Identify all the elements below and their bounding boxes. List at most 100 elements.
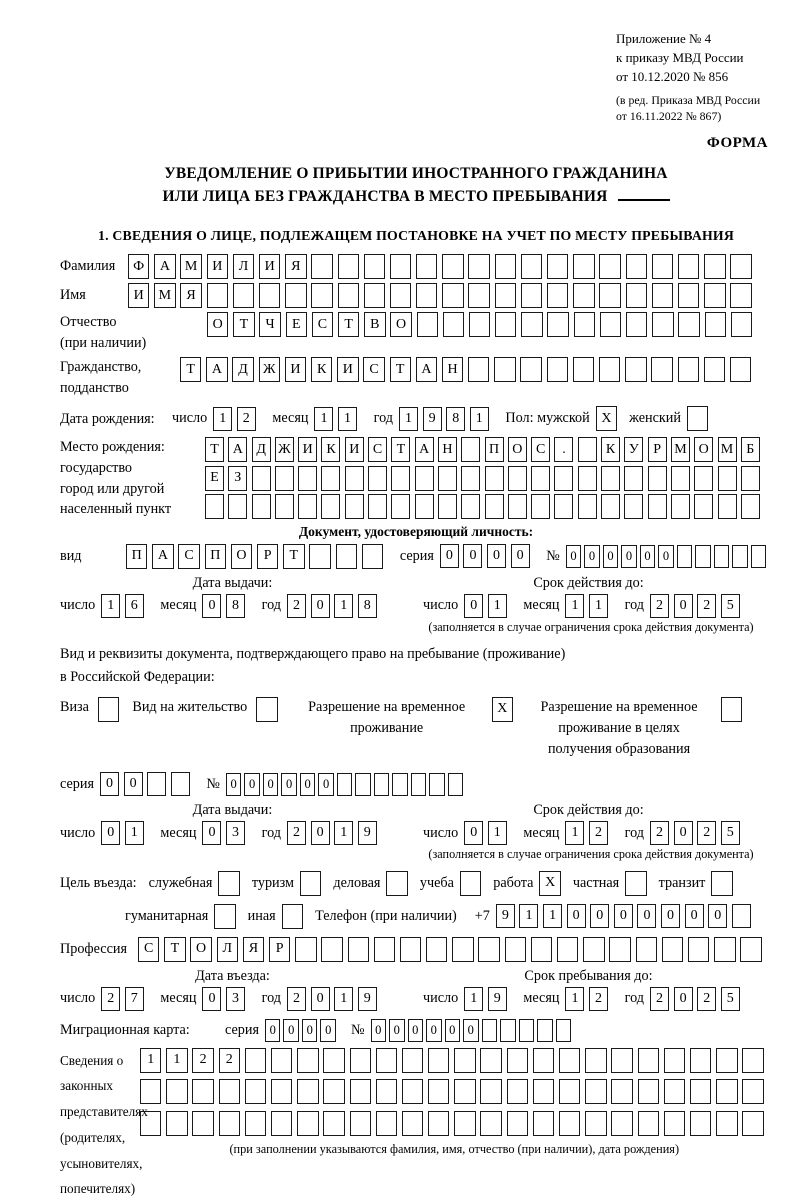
cell[interactable] [572, 357, 595, 383]
cell[interactable]: 0 [202, 821, 222, 846]
cell[interactable]: И [284, 357, 307, 383]
cell[interactable] [298, 494, 318, 520]
cell[interactable] [442, 254, 464, 280]
cell[interactable] [166, 1079, 188, 1105]
cell[interactable]: И [344, 437, 364, 463]
cell[interactable]: 1 [213, 406, 233, 431]
cell[interactable] [281, 903, 304, 929]
cell[interactable] [730, 283, 752, 309]
cell[interactable] [507, 494, 527, 520]
cell[interactable]: 1 [589, 593, 609, 618]
cell[interactable]: 0 [244, 772, 260, 796]
cell[interactable]: 0 [613, 904, 633, 929]
cell[interactable]: 0 [426, 1018, 442, 1042]
cell[interactable]: 1 [487, 821, 507, 846]
cell[interactable] [336, 772, 353, 796]
cell[interactable]: 1 [334, 821, 354, 846]
cell[interactable] [375, 1047, 398, 1073]
cell[interactable] [559, 1047, 581, 1073]
cell[interactable]: 1 [399, 406, 418, 431]
cell[interactable] [532, 1079, 555, 1105]
cell[interactable] [442, 312, 465, 338]
cell[interactable] [531, 465, 551, 491]
cell[interactable] [742, 1047, 764, 1073]
cell[interactable] [192, 1110, 214, 1136]
cell[interactable]: О [190, 936, 212, 962]
cell[interactable] [506, 1079, 529, 1105]
cell[interactable]: 1 [519, 904, 539, 929]
cell[interactable]: 9 [487, 986, 507, 1011]
cell[interactable]: А [154, 254, 176, 280]
cell[interactable] [713, 544, 730, 568]
cell[interactable] [416, 312, 438, 338]
cell[interactable]: 1 [543, 904, 563, 929]
cell[interactable] [625, 254, 647, 280]
cell[interactable]: 0 [407, 1018, 424, 1042]
cell[interactable]: З [228, 465, 248, 491]
cell[interactable] [740, 936, 762, 962]
cell[interactable] [663, 1110, 686, 1136]
cell[interactable]: И [258, 254, 281, 280]
cell[interactable]: О [207, 312, 229, 338]
cell[interactable]: Я [242, 936, 265, 962]
cell[interactable]: 0 [202, 593, 222, 618]
cell[interactable] [573, 312, 596, 338]
cell[interactable] [218, 1079, 240, 1105]
cell[interactable]: 9 [357, 986, 377, 1011]
cell[interactable] [452, 936, 474, 962]
cell[interactable] [335, 543, 357, 569]
cell[interactable] [437, 494, 457, 520]
cell[interactable]: 2 [697, 986, 717, 1011]
cell[interactable]: 0 [464, 821, 484, 846]
cell[interactable] [399, 936, 422, 962]
cell[interactable]: 0 [310, 821, 330, 846]
cell[interactable] [349, 1047, 371, 1073]
cell[interactable]: 1 [166, 1047, 188, 1073]
cell[interactable] [428, 1110, 450, 1136]
cell[interactable] [676, 544, 693, 568]
cell[interactable]: К [321, 437, 341, 463]
cell[interactable] [530, 936, 553, 962]
cell[interactable] [274, 465, 294, 491]
cell[interactable]: С [178, 543, 200, 569]
cell[interactable]: 0 [318, 772, 334, 796]
cell[interactable] [547, 254, 569, 280]
cell[interactable] [729, 357, 752, 383]
cell[interactable]: 2 [589, 821, 609, 846]
cell[interactable] [506, 1047, 529, 1073]
cell[interactable] [468, 312, 491, 338]
cell[interactable]: 2 [650, 821, 669, 846]
cell[interactable] [637, 1079, 659, 1105]
cell[interactable] [599, 312, 622, 338]
cell[interactable]: П [484, 437, 504, 463]
cell[interactable] [521, 312, 543, 338]
cell[interactable]: 0 [621, 544, 637, 568]
cell[interactable] [663, 1079, 686, 1105]
cell[interactable] [337, 283, 359, 309]
cell[interactable] [494, 357, 516, 383]
cell[interactable]: К [601, 437, 621, 463]
cell[interactable] [454, 1047, 476, 1073]
cell[interactable]: М [154, 283, 176, 309]
cell[interactable]: 9 [422, 406, 442, 431]
cell[interactable] [274, 494, 294, 520]
cell[interactable]: 1 [338, 406, 358, 431]
cell[interactable] [97, 696, 120, 722]
cell[interactable] [677, 283, 700, 309]
cell[interactable] [599, 283, 621, 309]
cell[interactable] [170, 772, 190, 797]
cell[interactable]: М [670, 437, 690, 463]
cell[interactable] [577, 494, 597, 520]
cell[interactable] [428, 1047, 450, 1073]
cell[interactable]: 2 [192, 1047, 214, 1073]
cell[interactable] [244, 1079, 267, 1105]
cell[interactable] [494, 254, 517, 280]
cell[interactable]: Т [337, 312, 360, 338]
cell[interactable] [484, 494, 504, 520]
cell[interactable] [637, 1110, 659, 1136]
cell[interactable] [625, 357, 647, 383]
cell[interactable] [494, 283, 517, 309]
cell[interactable] [437, 465, 457, 491]
cell[interactable] [661, 936, 684, 962]
cell[interactable]: 0 [487, 544, 507, 569]
